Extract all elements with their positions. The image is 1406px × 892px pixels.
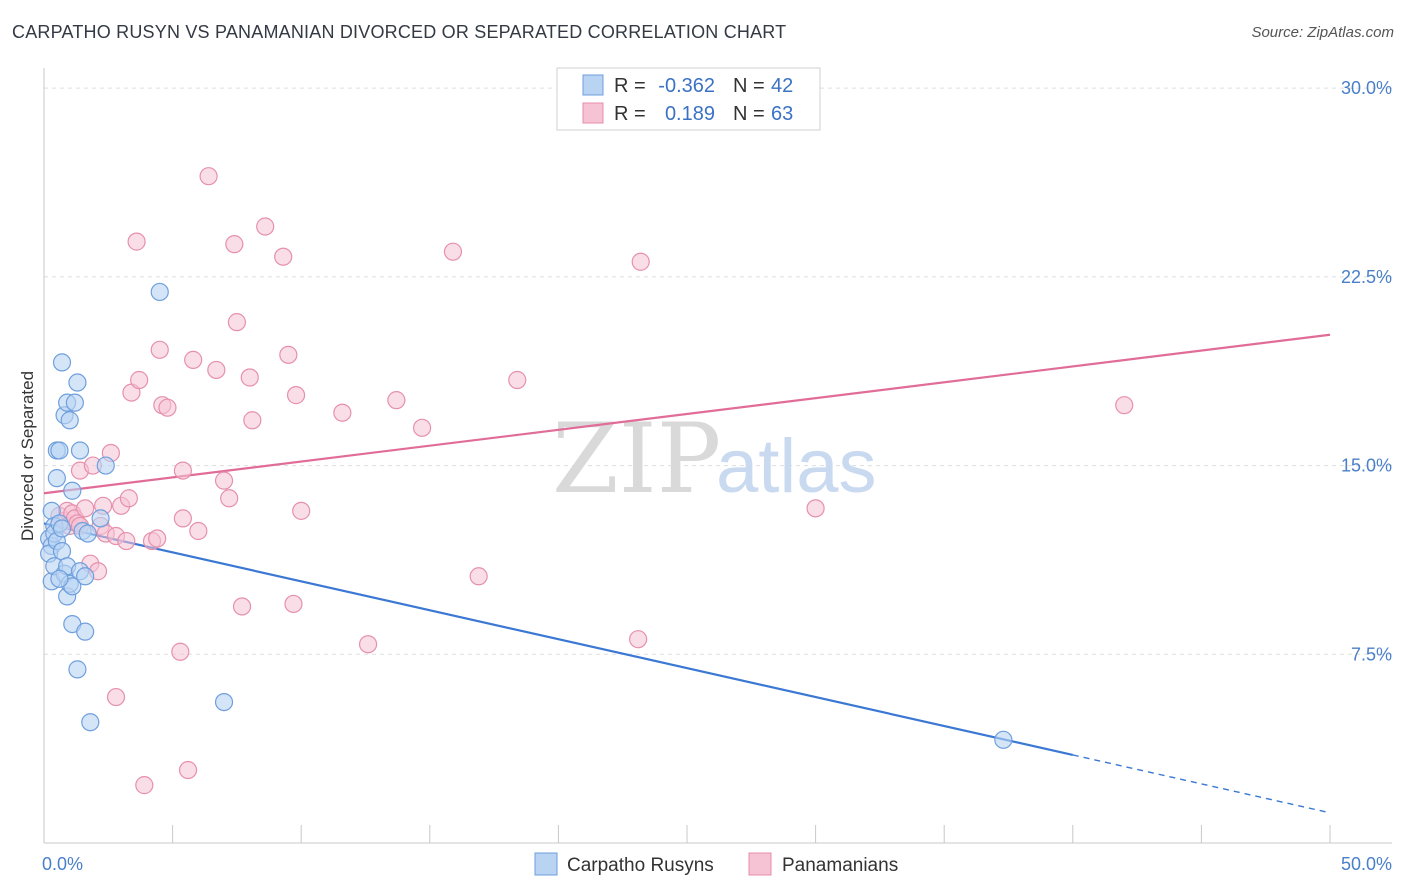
- data-point-panamanians: [243, 411, 262, 430]
- data-point-panamanians: [189, 521, 208, 541]
- data-point-carpatho-rusyns: [78, 524, 97, 543]
- data-point-panamanians: [443, 242, 463, 261]
- data-point-carpatho-rusyns: [47, 469, 66, 488]
- bottom-legend-swatch-blue: [534, 852, 558, 876]
- data-point-carpatho-rusyns: [50, 441, 69, 460]
- data-point-panamanians: [119, 489, 138, 508]
- x-tick-label-min: 0.0%: [42, 854, 83, 874]
- data-point-panamanians: [178, 760, 198, 780]
- bottom-legend-swatch-pink: [748, 852, 772, 876]
- data-point-panamanians: [158, 398, 177, 417]
- data-point-panamanians: [171, 642, 190, 661]
- data-point-panamanians: [135, 776, 154, 795]
- data-point-carpatho-rusyns: [50, 569, 69, 588]
- trend-line-carpatho-rusyns: [43, 522, 1074, 757]
- data-point-panamanians: [199, 167, 218, 186]
- data-point-panamanians: [150, 340, 169, 359]
- bottom-legend: Carpatho Rusyns Panamanians: [534, 852, 898, 876]
- data-point-panamanians: [286, 386, 306, 405]
- bottom-legend-label-carpatho: Carpatho Rusyns: [567, 855, 714, 876]
- y-tick-label: 30.0%: [1341, 78, 1392, 98]
- legend-r-value-2: 0.189: [665, 103, 715, 125]
- data-point-panamanians: [184, 350, 203, 369]
- data-point-panamanians: [631, 252, 650, 271]
- data-point-carpatho-rusyns: [81, 713, 100, 732]
- data-point-carpatho-rusyns: [52, 542, 72, 561]
- data-point-carpatho-rusyns: [994, 730, 1013, 749]
- data-point-panamanians: [207, 360, 226, 380]
- data-point-panamanians: [292, 501, 311, 520]
- points-layer: [40, 167, 1134, 795]
- y-tick-label: 22.5%: [1341, 267, 1392, 287]
- data-point-carpatho-rusyns: [68, 373, 87, 392]
- watermark-zip-text: ZIP: [552, 403, 721, 515]
- data-point-panamanians: [148, 529, 167, 548]
- legend-swatch-pink: [582, 102, 604, 124]
- data-point-panamanians: [387, 391, 406, 410]
- top-legend: R = -0.362 N = 42 R = 0.189 N = 63: [556, 67, 821, 131]
- data-point-panamanians: [333, 403, 352, 422]
- data-point-panamanians: [173, 461, 192, 480]
- y-axis-label: Divorced or Separated: [18, 371, 37, 541]
- data-point-panamanians: [240, 368, 259, 387]
- data-point-panamanians: [130, 370, 149, 390]
- data-point-panamanians: [232, 597, 252, 616]
- legend-n-label-2: N =: [733, 103, 765, 125]
- y-tick-label: 15.0%: [1341, 456, 1392, 476]
- data-point-panamanians: [256, 217, 275, 236]
- data-point-panamanians: [106, 687, 126, 707]
- data-point-panamanians: [76, 499, 95, 518]
- y-tick-label: 7.5%: [1351, 644, 1392, 664]
- data-point-carpatho-rusyns: [70, 441, 90, 460]
- data-point-panamanians: [412, 418, 432, 437]
- data-point-panamanians: [358, 635, 378, 654]
- data-point-carpatho-rusyns: [52, 519, 72, 538]
- trend-line-panamanians: [43, 333, 1331, 495]
- chart-title: CARPATHO RUSYN VS PANAMANIAN DIVORCED OR…: [12, 22, 787, 42]
- legend-n-value-1: 42: [771, 75, 793, 97]
- legend-swatch-blue: [582, 74, 604, 96]
- axes-layer: [43, 68, 1392, 844]
- data-point-panamanians: [1115, 396, 1134, 415]
- data-point-carpatho-rusyns: [91, 509, 110, 528]
- data-point-panamanians: [284, 594, 303, 614]
- data-point-panamanians: [220, 489, 239, 508]
- legend-n-label-1: N =: [733, 75, 765, 97]
- data-point-panamanians: [127, 232, 146, 251]
- trend-layer: [43, 333, 1331, 814]
- data-point-panamanians: [274, 247, 293, 266]
- legend-r-value-1: -0.362: [658, 75, 715, 97]
- data-point-panamanians: [173, 509, 192, 528]
- data-point-panamanians: [806, 499, 825, 518]
- data-point-carpatho-rusyns: [150, 282, 169, 302]
- data-point-panamanians: [227, 313, 246, 332]
- trend-line-carpatho-rusyns-extension: [1072, 754, 1331, 814]
- watermark-atlas-text: atlas: [716, 424, 877, 509]
- data-point-carpatho-rusyns: [214, 692, 234, 712]
- ticks-layer: 7.5% 15.0% 22.5% 30.0% 0.0% 50.0%: [42, 78, 1392, 874]
- data-point-panamanians: [279, 345, 298, 364]
- data-point-panamanians: [117, 531, 136, 551]
- legend-r-label-2: R =: [614, 103, 646, 125]
- data-point-panamanians: [508, 370, 527, 390]
- bottom-legend-label-panamanians: Panamanians: [782, 855, 898, 876]
- data-point-carpatho-rusyns: [76, 567, 95, 586]
- data-point-carpatho-rusyns: [76, 622, 95, 641]
- data-point-panamanians: [469, 567, 488, 586]
- data-point-panamanians: [214, 471, 234, 490]
- watermark: ZIP atlas: [552, 403, 877, 515]
- data-point-panamanians: [225, 235, 244, 254]
- data-point-carpatho-rusyns: [65, 393, 84, 412]
- chart-source: Source: ZipAtlas.com: [1251, 24, 1394, 41]
- legend-n-value-2: 63: [771, 103, 793, 125]
- data-point-carpatho-rusyns: [60, 411, 79, 430]
- data-point-carpatho-rusyns: [63, 481, 82, 500]
- data-point-carpatho-rusyns: [52, 353, 72, 372]
- data-point-carpatho-rusyns: [68, 660, 87, 679]
- x-tick-label-max: 50.0%: [1341, 854, 1392, 874]
- data-point-panamanians: [629, 630, 648, 649]
- data-point-carpatho-rusyns: [96, 456, 115, 475]
- legend-r-label-1: R =: [614, 75, 646, 97]
